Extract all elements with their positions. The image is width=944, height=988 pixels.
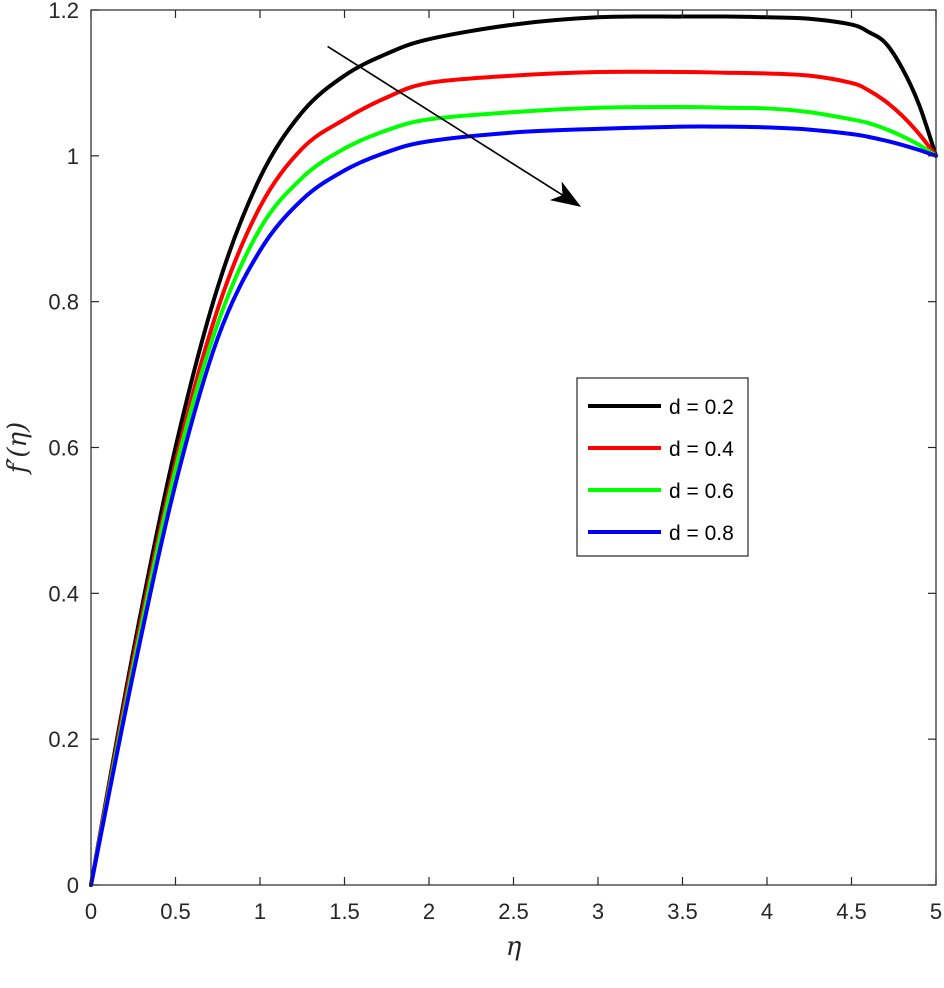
x-tick-label: 0.5 xyxy=(160,899,191,924)
x-tick-label: 4.5 xyxy=(836,899,867,924)
axes-layer: 0 0.5 1 1.5 2 2.5 3 3.5 4 4.5 5 0 0.2 0.4 0.6 0.8 1 1.2 xyxy=(48,0,942,924)
legend-label-3: d = 0.6 xyxy=(669,480,734,503)
x-tick-label: 1.5 xyxy=(329,899,360,924)
x-tick-label: 4 xyxy=(761,899,773,924)
y-tick-label: 0 xyxy=(67,873,79,898)
annotation-layer xyxy=(327,45,582,207)
y-tick-label: 1 xyxy=(67,144,79,169)
x-tick-label: 5 xyxy=(930,899,942,924)
y-tick-label: 0.6 xyxy=(48,436,79,461)
x-tick-label: 3.5 xyxy=(667,899,698,924)
legend-label-2: d = 0.4 xyxy=(669,438,734,461)
annotation-arrow-head xyxy=(549,181,582,207)
series-line-3 xyxy=(89,104,938,887)
y-tick-label: 0.2 xyxy=(48,727,79,752)
series-line-2 xyxy=(89,69,938,887)
x-tick-label: 3 xyxy=(592,899,604,924)
x-tick-label: 1 xyxy=(254,899,266,924)
legend-label-4: d = 0.8 xyxy=(669,522,734,545)
legend-label-1: d = 0.2 xyxy=(669,396,734,419)
series-line-4 xyxy=(89,124,938,887)
y-axis-label: f′(η) xyxy=(3,422,33,475)
x-axis-label: η xyxy=(506,932,522,962)
series-layer xyxy=(89,14,938,887)
y-tick-label: 0.4 xyxy=(48,581,79,606)
annotation-arrow-shaft xyxy=(327,45,563,196)
x-tick-label: 2.5 xyxy=(498,899,529,924)
x-tick-label: 0 xyxy=(85,899,97,924)
legend: d = 0.2 d = 0.4 d = 0.6 d = 0.8 xyxy=(576,377,749,557)
y-tick-label: 0.8 xyxy=(48,290,79,315)
y-tick-label: 1.2 xyxy=(48,0,79,23)
x-tick-label: 2 xyxy=(423,899,435,924)
series-line-1 xyxy=(89,14,938,887)
